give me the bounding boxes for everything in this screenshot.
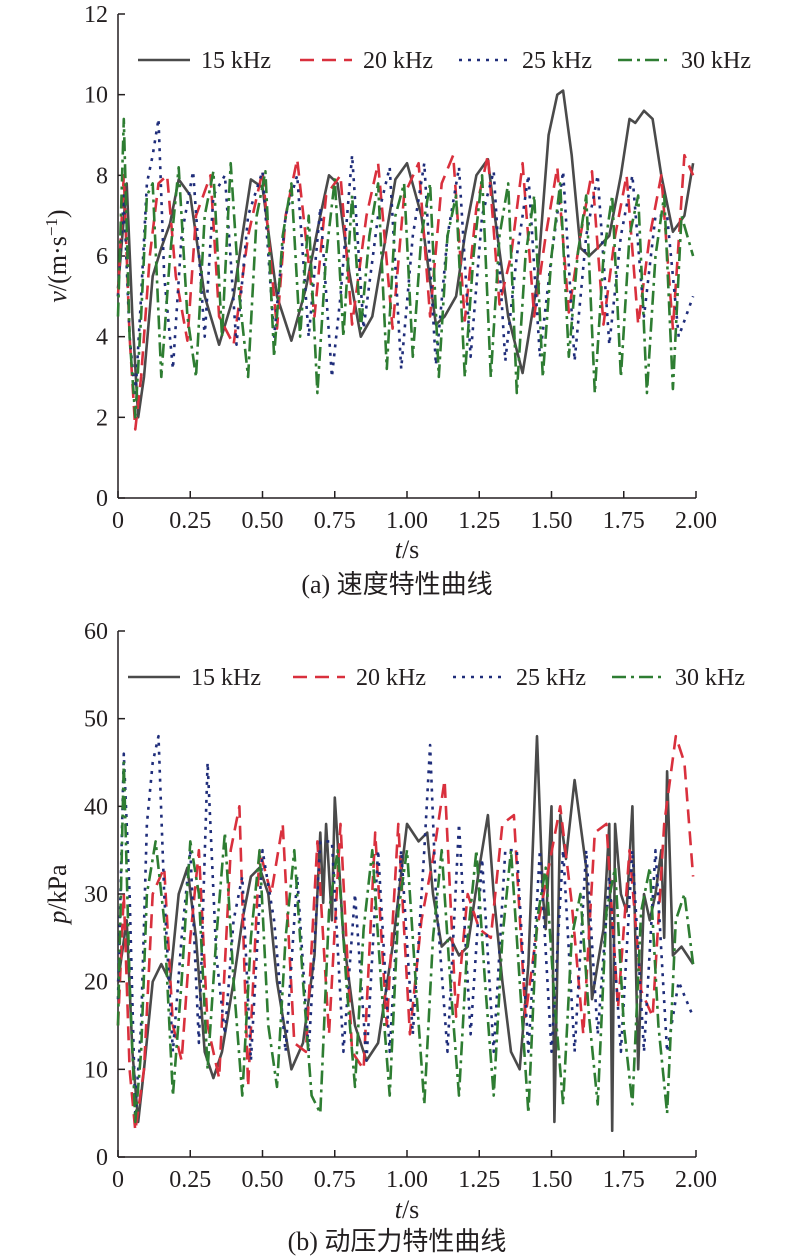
x-tick-label: 1.50 — [531, 1167, 573, 1193]
y-tick-label: 60 — [84, 619, 108, 645]
legend: 15 kHz 20 kHz 25 kHz 30 kHz — [138, 48, 751, 74]
legend: 15 kHz 20 kHz 25 kHz 30 kHz — [128, 665, 745, 691]
x-tick-label: 0.25 — [169, 1167, 211, 1193]
legend-label: 30 kHz — [681, 48, 751, 74]
y-tick-label: 10 — [84, 1057, 108, 1083]
y-tick-label: 6 — [96, 244, 108, 270]
y-tick-label: 10 — [84, 83, 108, 109]
series-group — [116, 89, 695, 431]
x-tick-label: 2.00 — [675, 1167, 717, 1193]
series-line-20-khz — [116, 734, 695, 1132]
x-tick-label: 0 — [112, 1167, 124, 1193]
legend-label: 20 kHz — [356, 665, 426, 691]
series-line-15-khz — [116, 89, 695, 419]
x-tick-label: 1.25 — [458, 1167, 500, 1193]
legend-label: 25 kHz — [522, 48, 592, 74]
y-tick-label: 4 — [96, 325, 108, 351]
x-tick-label: 1.00 — [386, 1167, 428, 1193]
x-tick-label: 0.25 — [169, 508, 211, 534]
x-tick-label: 0.75 — [314, 1167, 356, 1193]
figure-caption: (b) 动压力特性曲线 — [288, 1227, 507, 1256]
y-tick-label: 0 — [96, 486, 108, 512]
x-tick-label: 2.00 — [675, 508, 717, 534]
x-tick-label: 0.50 — [242, 508, 284, 534]
legend-label: 25 kHz — [516, 665, 586, 691]
y-tick-label: 0 — [96, 1145, 108, 1171]
series-line-25-khz — [116, 734, 695, 1115]
y-tick-label: 30 — [84, 882, 108, 908]
legend-label: 20 kHz — [363, 48, 433, 74]
x-tick-label: 0 — [112, 508, 124, 534]
y-tick-label: 50 — [84, 707, 108, 733]
y-axis-title: p/kPa — [43, 864, 72, 926]
x-tick-label: 1.00 — [386, 508, 428, 534]
x-tick-label: 1.75 — [603, 508, 645, 534]
figure-caption: (a) 速度特性曲线 — [301, 570, 492, 599]
y-tick-label: 40 — [84, 794, 108, 820]
legend-label: 30 kHz — [675, 665, 745, 691]
x-axis-title: t/s — [395, 535, 420, 564]
x-tick-label: 0.50 — [242, 1167, 284, 1193]
y-tick-label: 12 — [84, 2, 108, 28]
series-line-30-khz — [116, 117, 695, 419]
x-tick-label: 0.75 — [314, 508, 356, 534]
y-tick-label: 20 — [84, 970, 108, 996]
x-tick-label: 1.75 — [603, 1167, 645, 1193]
series-group — [116, 734, 695, 1132]
chart-panel-1: 0 0.25 0.50 0.75 1.00 1.25 1.50 1.75 2.00 0 2 4 6 8 10… — [42, 2, 751, 599]
y-tick-label: 8 — [96, 163, 108, 189]
y-axis-title: v/(m·s−1) — [42, 209, 73, 302]
series-line-25-khz — [116, 117, 695, 399]
series-line-20-khz — [116, 153, 695, 431]
legend-label: 15 kHz — [191, 665, 261, 691]
x-tick-label: 1.50 — [531, 508, 573, 534]
legend-label: 15 kHz — [201, 48, 271, 74]
series-line-30-khz — [116, 761, 695, 1124]
x-tick-label: 1.25 — [458, 508, 500, 534]
chart-panel-2: 0 0.25 0.50 0.75 1.00 1.25 1.50 1.75 2.00 0 10 20 30… — [43, 619, 745, 1256]
y-tick-label: 2 — [96, 405, 108, 431]
x-axis-title: t/s — [395, 1195, 420, 1224]
